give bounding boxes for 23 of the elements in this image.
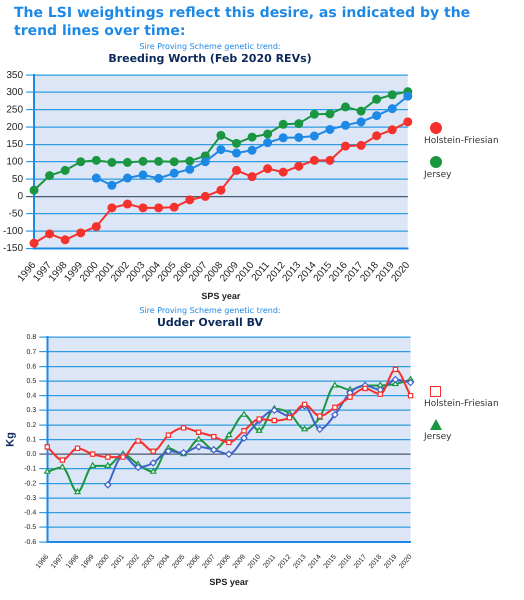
legend-label: Jersey: [424, 170, 452, 180]
y-tick-label: 350: [6, 70, 24, 81]
y-tick-label: 0: [17, 191, 24, 202]
legend-label: Jersey: [424, 432, 452, 442]
chart-subtitle: Sire Proving Scheme genetic trend:: [138, 306, 282, 316]
x-axis-title: SPS year: [209, 577, 249, 588]
y-tick-label: -50: [8, 208, 24, 220]
y-tick-label: 50: [12, 174, 24, 185]
y-tick-label: 250: [6, 104, 24, 116]
y-tick-label: 100: [6, 156, 24, 168]
y-tick-label: 300: [6, 87, 24, 98]
y-tick-label: -150: [3, 243, 24, 254]
legend-label: Holstein-Friesian: [424, 399, 499, 409]
x-axis-title: SPS year: [201, 291, 241, 302]
y-tick-label: 150: [6, 139, 24, 150]
text: The LSI weightings reflect this desire, as indicated by the trend lines over time:: [13, 4, 472, 41]
legend-label: Holstein-Friesian: [424, 136, 499, 146]
chart-subtitle: Sire Proving Scheme genetic trend:: [138, 42, 282, 52]
y-tick-label: 200: [6, 122, 24, 133]
y-tick-label: -100: [3, 226, 24, 237]
chart-title: Breeding Worth (Feb 2020 REVs): [107, 52, 313, 66]
y-axis-title: Kg: [4, 432, 17, 447]
chart-title: Udder Overall BV: [156, 316, 264, 330]
